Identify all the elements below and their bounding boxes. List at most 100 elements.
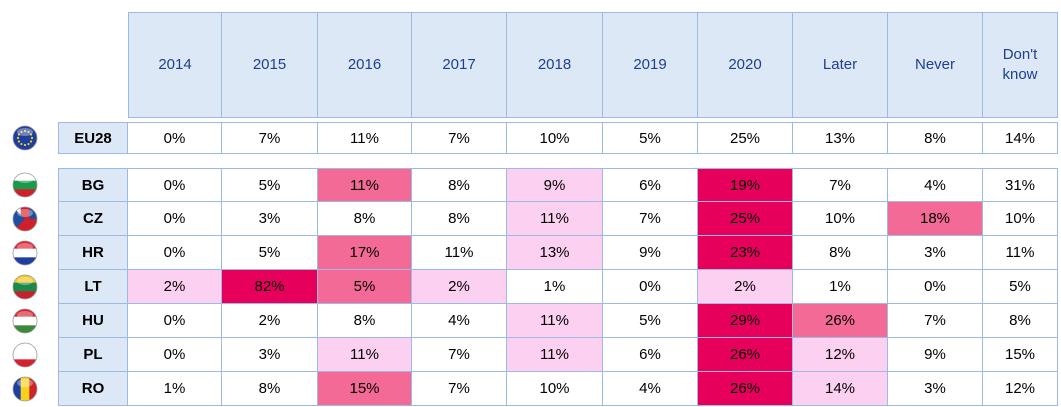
- data-cell: 14%: [983, 122, 1058, 154]
- data-cell: 4%: [603, 372, 698, 406]
- data-cell: 4%: [888, 168, 983, 202]
- data-cell: 6%: [603, 168, 698, 202]
- column-header: 2015: [222, 12, 318, 118]
- data-cell: 26%: [698, 372, 793, 406]
- data-cell: 8%: [412, 202, 507, 236]
- data-cell: 2%: [128, 270, 222, 304]
- data-cell: 11%: [983, 236, 1058, 270]
- data-cell: 11%: [507, 202, 603, 236]
- data-cell: 12%: [793, 338, 888, 372]
- flag-icon: [12, 274, 38, 300]
- data-cell: 11%: [318, 338, 412, 372]
- data-cell: 7%: [412, 338, 507, 372]
- data-cell: 5%: [222, 236, 318, 270]
- data-cell: 5%: [318, 270, 412, 304]
- data-cell: 19%: [698, 168, 793, 202]
- data-cell: 11%: [507, 338, 603, 372]
- data-cell: 15%: [318, 372, 412, 406]
- data-cell: 13%: [793, 122, 888, 154]
- data-cell: 82%: [222, 270, 318, 304]
- data-cell: 7%: [222, 122, 318, 154]
- data-cell: 17%: [318, 236, 412, 270]
- data-cell: 9%: [888, 338, 983, 372]
- data-cell: 3%: [222, 202, 318, 236]
- column-header: 2020: [698, 12, 793, 118]
- column-header: Don't know: [983, 12, 1058, 118]
- data-cell: 0%: [128, 236, 222, 270]
- country-label: HU: [58, 304, 128, 338]
- column-header: 2014: [128, 12, 222, 118]
- data-cell: 6%: [603, 338, 698, 372]
- country-label: LT: [58, 270, 128, 304]
- data-cell: 25%: [698, 122, 793, 154]
- flag-icon: [12, 240, 38, 266]
- data-cell: 8%: [318, 304, 412, 338]
- data-cell: 7%: [888, 304, 983, 338]
- data-cell: 3%: [888, 236, 983, 270]
- data-cell: 11%: [318, 168, 412, 202]
- data-cell: 0%: [603, 270, 698, 304]
- flag-icon: [12, 206, 38, 232]
- data-cell: 10%: [507, 122, 603, 154]
- data-cell: 15%: [983, 338, 1058, 372]
- data-cell: 10%: [507, 372, 603, 406]
- country-label: HR: [58, 236, 128, 270]
- data-cell: 8%: [318, 202, 412, 236]
- data-cell: 5%: [603, 122, 698, 154]
- data-cell: 8%: [983, 304, 1058, 338]
- data-cell: 14%: [793, 372, 888, 406]
- data-cell: 25%: [698, 202, 793, 236]
- data-cell: 5%: [603, 304, 698, 338]
- data-cell: 1%: [507, 270, 603, 304]
- data-cell: 0%: [128, 338, 222, 372]
- data-cell: 5%: [222, 168, 318, 202]
- data-cell: 9%: [603, 236, 698, 270]
- data-cell: 0%: [128, 122, 222, 154]
- column-header: Never: [888, 12, 983, 118]
- data-cell: 9%: [507, 168, 603, 202]
- country-label: BG: [58, 168, 128, 202]
- data-cell: 0%: [128, 304, 222, 338]
- data-cell: 2%: [222, 304, 318, 338]
- data-cell: 11%: [318, 122, 412, 154]
- data-cell: 8%: [793, 236, 888, 270]
- flag-icon: [12, 172, 38, 198]
- country-label: EU28: [58, 122, 128, 154]
- data-cell: 12%: [983, 372, 1058, 406]
- data-cell: 8%: [412, 168, 507, 202]
- column-header: 2018: [507, 12, 603, 118]
- data-cell: 0%: [888, 270, 983, 304]
- data-cell: 1%: [128, 372, 222, 406]
- data-cell: 11%: [412, 236, 507, 270]
- flag-icon: [12, 125, 38, 151]
- data-cell: 31%: [983, 168, 1058, 202]
- data-cell: 29%: [698, 304, 793, 338]
- column-header: 2017: [412, 12, 507, 118]
- data-cell: 10%: [793, 202, 888, 236]
- data-cell: 1%: [793, 270, 888, 304]
- data-cell: 18%: [888, 202, 983, 236]
- country-label: RO: [58, 372, 128, 406]
- data-cell: 0%: [128, 202, 222, 236]
- data-cell: 7%: [412, 372, 507, 406]
- data-cell: 11%: [507, 304, 603, 338]
- data-cell: 2%: [698, 270, 793, 304]
- data-cell: 2%: [412, 270, 507, 304]
- data-cell: 7%: [793, 168, 888, 202]
- column-header: Later: [793, 12, 888, 118]
- data-cell: 0%: [128, 168, 222, 202]
- data-cell: 5%: [983, 270, 1058, 304]
- flag-icon: [12, 308, 38, 334]
- country-label: PL: [58, 338, 128, 372]
- data-cell: 23%: [698, 236, 793, 270]
- data-cell: 8%: [222, 372, 318, 406]
- data-cell: 4%: [412, 304, 507, 338]
- data-cell: 3%: [888, 372, 983, 406]
- data-cell: 26%: [698, 338, 793, 372]
- flag-icon: [12, 376, 38, 402]
- data-cell: 10%: [983, 202, 1058, 236]
- flag-icon: [12, 342, 38, 368]
- country-label: CZ: [58, 202, 128, 236]
- data-cell: 7%: [412, 122, 507, 154]
